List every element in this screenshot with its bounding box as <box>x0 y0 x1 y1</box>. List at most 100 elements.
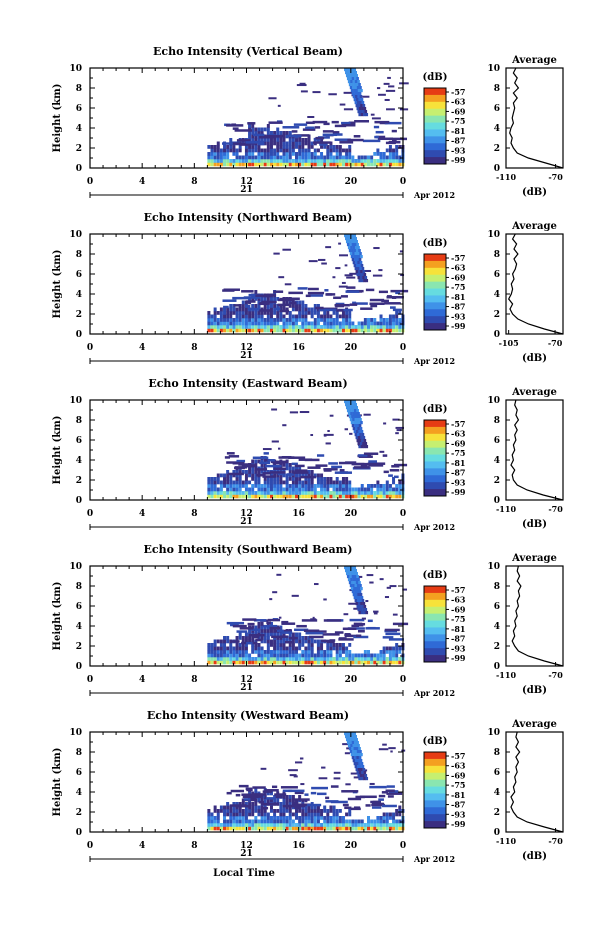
x-tick-label: 4 <box>139 177 145 187</box>
echo-cell <box>328 462 338 465</box>
echo-cell <box>235 494 239 499</box>
echo-cell <box>354 590 357 594</box>
echo-cell <box>353 575 357 579</box>
colorbar-swatch <box>424 433 446 442</box>
echo-cell <box>210 325 214 329</box>
echo-cell <box>395 809 399 813</box>
echo-cell <box>350 89 354 93</box>
echo-cell <box>385 480 389 485</box>
echo-cell <box>356 599 360 603</box>
echo-cell <box>273 795 277 799</box>
echo-cell <box>310 314 314 319</box>
echo-cell <box>232 296 249 300</box>
echo-cell <box>341 314 345 319</box>
echo-cell <box>386 785 395 788</box>
echo-cell <box>241 793 258 796</box>
echo-cell <box>248 487 252 492</box>
echo-cell <box>269 484 273 488</box>
echo-cell <box>304 805 308 810</box>
echo-cell <box>282 321 286 326</box>
echo-cell <box>313 805 317 810</box>
echo-cell <box>266 487 270 492</box>
colorbar-unit: (dB) <box>423 72 448 83</box>
echo-cell <box>295 473 299 478</box>
echo-cell <box>230 789 245 793</box>
echo-cell <box>279 314 283 319</box>
echo-cell <box>360 436 363 440</box>
echo-cell <box>260 491 264 495</box>
echo-cell <box>251 819 255 824</box>
echo-cell <box>320 477 324 481</box>
echo-cell <box>241 300 245 305</box>
echo-cell <box>257 484 261 488</box>
echo-cell <box>360 155 364 160</box>
echo-cell <box>279 138 283 142</box>
echo-cell <box>288 138 292 142</box>
echo-cell <box>229 307 233 312</box>
echo-cell <box>298 325 302 329</box>
echo-cell <box>341 491 345 495</box>
echo-cell <box>352 403 355 407</box>
colorbar-tick-label: -57 <box>451 253 465 263</box>
echo-cell <box>235 321 239 326</box>
echo-cell <box>388 646 392 651</box>
echo-cell <box>282 826 286 831</box>
echo-cell <box>263 650 267 654</box>
echo-cell <box>291 494 295 499</box>
echo-cell <box>351 657 355 661</box>
echo-cell <box>229 473 233 478</box>
echo-cell <box>379 819 383 824</box>
echo-cell <box>356 590 360 594</box>
panel-title: Echo Intensity (Southward Beam) <box>144 543 353 556</box>
echo-cell <box>276 159 280 163</box>
echo-cell <box>257 653 261 658</box>
echo-cell <box>316 494 320 499</box>
colorbar-frame <box>423 253 447 331</box>
echo-cell <box>266 632 270 637</box>
echo-cell <box>329 318 333 322</box>
echo-cell <box>313 473 317 478</box>
echo-cell <box>338 816 342 820</box>
echo-cell <box>313 816 317 820</box>
echo-cell <box>238 325 242 329</box>
echo-cell <box>244 307 248 312</box>
echo-cell <box>349 243 352 247</box>
x-tick-label: 16 <box>292 177 305 187</box>
echo-cell <box>382 318 386 322</box>
echo-cell <box>269 155 273 160</box>
echo-cell <box>219 318 223 322</box>
echo-cell <box>295 314 299 319</box>
echo-cell <box>291 318 295 322</box>
echo-cell <box>354 101 358 105</box>
echo-cell <box>300 90 308 93</box>
echo-cell <box>266 484 270 488</box>
echo-cell <box>376 148 380 153</box>
echo-cell <box>298 480 302 485</box>
date-day: 21 <box>240 517 253 527</box>
echo-cell <box>367 657 371 661</box>
date-month: Apr 2012 <box>413 688 455 698</box>
echo-cell <box>307 328 311 333</box>
echo-cell <box>345 823 349 827</box>
echo-cell <box>266 124 270 128</box>
echo-cell <box>266 145 270 149</box>
echo-cell <box>349 432 353 435</box>
echo-cell <box>229 159 233 163</box>
echo-cell <box>376 494 380 499</box>
echo-cell <box>291 480 295 485</box>
echo-cell <box>273 494 277 499</box>
echo-cell <box>269 477 273 481</box>
echo-cell <box>285 328 289 333</box>
echo-cell <box>310 321 314 326</box>
echo-cell <box>341 121 351 125</box>
echo-cell <box>251 155 255 160</box>
echo-cell <box>254 819 258 824</box>
echo-cell <box>269 491 273 495</box>
echo-cell <box>350 80 353 84</box>
echo-cell <box>358 454 368 457</box>
echo-cell <box>357 593 360 597</box>
echo-cell <box>321 262 327 265</box>
echo-cell <box>355 602 359 606</box>
echo-cell <box>213 314 217 319</box>
average-x-label: (dB) <box>522 685 547 696</box>
